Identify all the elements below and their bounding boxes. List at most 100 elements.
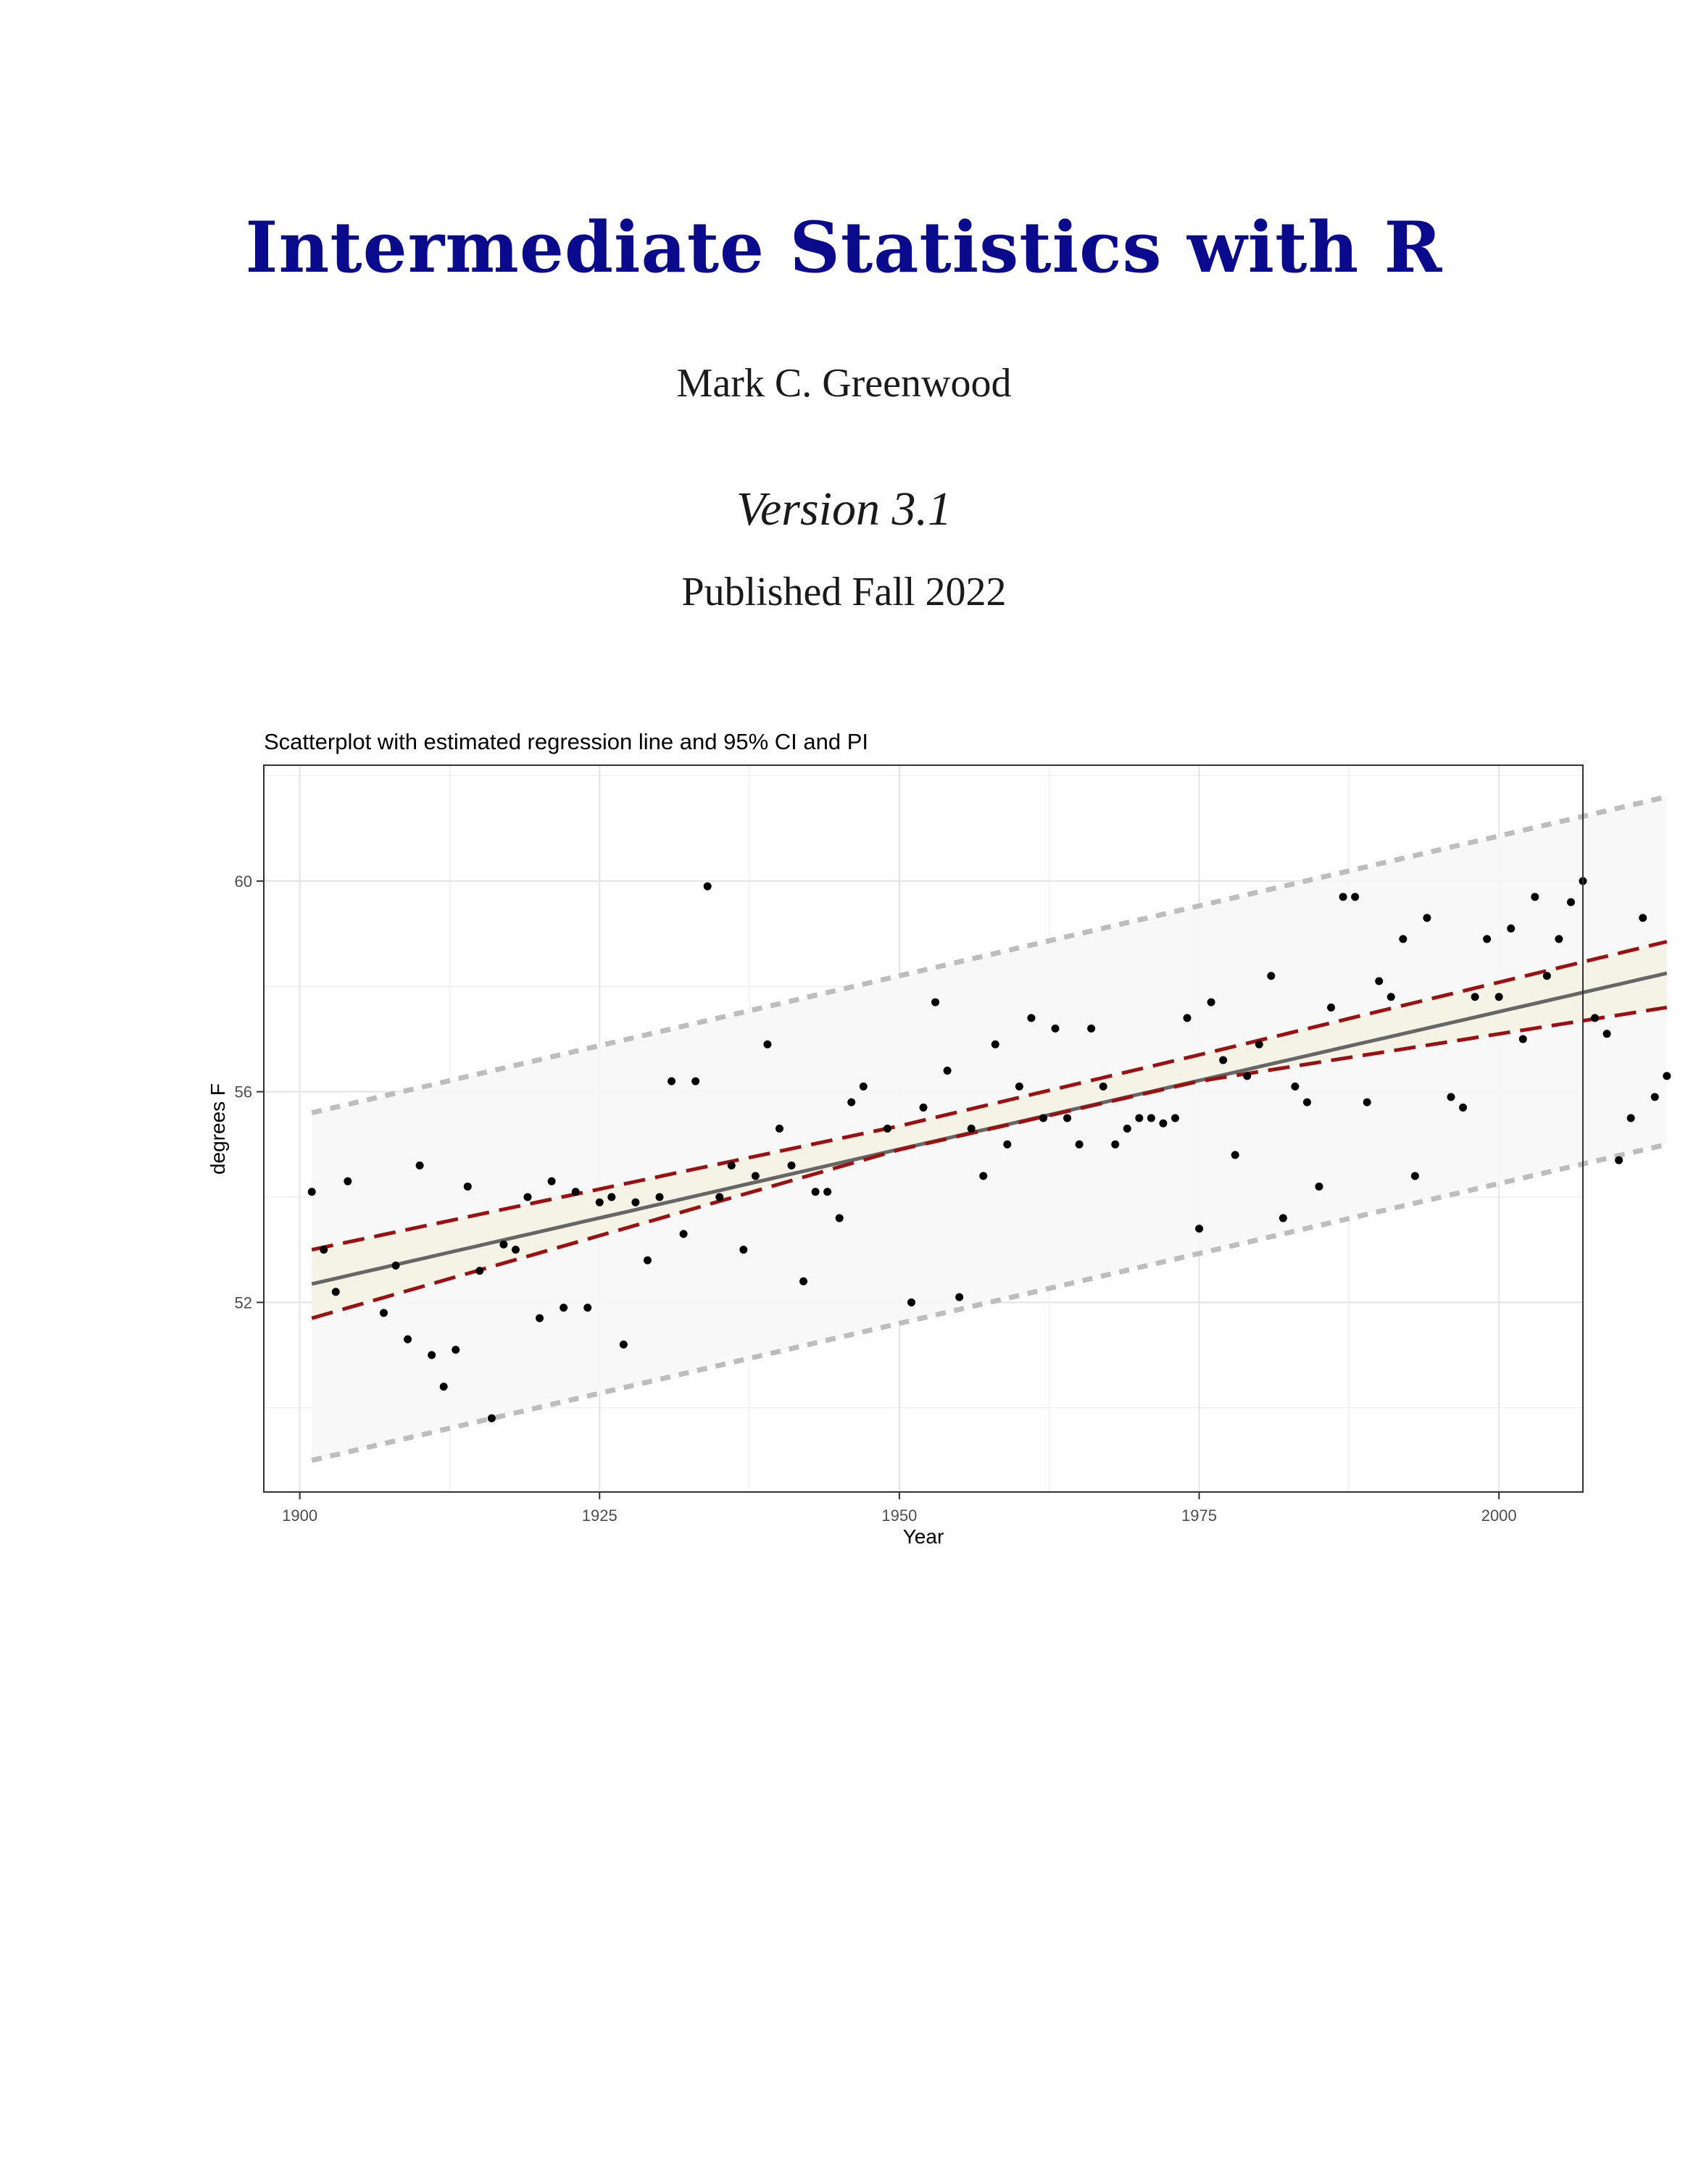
data-point [379, 1309, 388, 1317]
data-point [607, 1193, 616, 1201]
data-point [787, 1161, 796, 1170]
data-point [1195, 1225, 1204, 1233]
document-title: Intermediate Statistics with R [245, 207, 1443, 288]
data-point [1471, 993, 1479, 1001]
data-point [536, 1314, 544, 1322]
x-tick-label: 1925 [582, 1506, 618, 1525]
data-point [1087, 1024, 1096, 1033]
data-point [1363, 1098, 1371, 1106]
data-point [907, 1298, 915, 1306]
data-point [1075, 1140, 1084, 1149]
data-point [1099, 1082, 1107, 1091]
data-point [463, 1182, 472, 1191]
y-tick-label: 52 [235, 1293, 252, 1312]
data-point [1663, 1072, 1671, 1080]
data-point [595, 1198, 604, 1206]
data-point [1639, 914, 1647, 922]
data-point [1123, 1125, 1131, 1133]
data-point [439, 1383, 448, 1391]
y-tick-label: 56 [235, 1083, 252, 1101]
data-point [1207, 998, 1215, 1006]
data-point [1279, 1214, 1287, 1222]
data-point [883, 1125, 891, 1133]
confidence-interval-upper-line [311, 940, 1668, 1252]
data-point [859, 1082, 868, 1091]
data-point [1602, 1030, 1611, 1038]
x-axis-label: Year [903, 1525, 944, 1548]
data-point [1063, 1114, 1072, 1122]
data-point [1159, 1119, 1168, 1128]
data-point [1219, 1056, 1228, 1064]
data-point [715, 1193, 724, 1201]
data-point [631, 1198, 640, 1206]
data-point [727, 1161, 736, 1170]
data-point [619, 1340, 628, 1349]
data-point [331, 1288, 340, 1296]
data-point [1291, 1082, 1300, 1091]
prediction-interval-upper-line [311, 794, 1668, 1116]
y-axis-label: degrees F [207, 1083, 229, 1175]
data-point [1518, 1035, 1527, 1043]
data-point [511, 1246, 520, 1254]
data-point [499, 1240, 508, 1249]
data-point [571, 1188, 580, 1196]
scatterplot-chart: Scatterplot with estimated regression li… [207, 729, 1671, 1548]
data-point [1339, 893, 1347, 901]
data-point [1147, 1114, 1155, 1122]
data-point [823, 1188, 832, 1196]
data-point [799, 1277, 808, 1285]
data-point [1051, 1024, 1060, 1033]
data-point [1111, 1140, 1120, 1149]
data-point [1410, 1172, 1419, 1180]
data-point [1399, 935, 1408, 943]
data-point [991, 1040, 999, 1049]
data-point [763, 1040, 772, 1049]
data-point [691, 1077, 700, 1085]
data-point [1171, 1114, 1179, 1122]
data-point [391, 1261, 400, 1270]
confidence-interval-band [312, 941, 1667, 1319]
data-point [428, 1351, 436, 1359]
data-point [1555, 935, 1563, 943]
data-point [1375, 977, 1384, 985]
data-point [1183, 1014, 1192, 1022]
data-point [1566, 898, 1575, 906]
data-point [655, 1193, 664, 1201]
data-point [811, 1188, 820, 1196]
x-tick-label: 1975 [1181, 1506, 1217, 1525]
plot-area [264, 765, 1671, 1492]
plot-border [263, 764, 1584, 1493]
data-point [1615, 1156, 1623, 1164]
data-point [523, 1193, 532, 1201]
data-point [404, 1335, 412, 1343]
data-point [583, 1304, 592, 1312]
data-point [1015, 1082, 1023, 1091]
data-point [1027, 1014, 1036, 1022]
author-name: Mark C. Greenwood [676, 361, 1012, 406]
data-point [668, 1077, 676, 1085]
data-point [1423, 914, 1431, 922]
published-date: Published Fall 2022 [681, 570, 1007, 614]
data-point [452, 1346, 460, 1354]
prediction-interval-lower-line [311, 1141, 1668, 1463]
chart-title: Scatterplot with estimated regression li… [264, 729, 868, 754]
data-point [1542, 972, 1551, 980]
data-point [847, 1098, 856, 1106]
data-point [415, 1161, 424, 1170]
data-point [679, 1230, 688, 1238]
data-point [775, 1125, 783, 1133]
y-tick-label: 60 [235, 872, 252, 891]
data-point [1003, 1140, 1012, 1149]
x-tick-label: 1950 [881, 1506, 917, 1525]
data-point [1494, 993, 1503, 1001]
data-point [1650, 1093, 1659, 1101]
data-point [1302, 1098, 1311, 1106]
x-tick-label: 2000 [1481, 1506, 1517, 1525]
data-point [547, 1177, 556, 1185]
data-point [1386, 993, 1395, 1001]
data-point [979, 1172, 988, 1180]
data-point [1447, 1093, 1455, 1101]
data-point [1135, 1114, 1144, 1122]
data-point [643, 1256, 652, 1264]
data-point [307, 1188, 316, 1196]
